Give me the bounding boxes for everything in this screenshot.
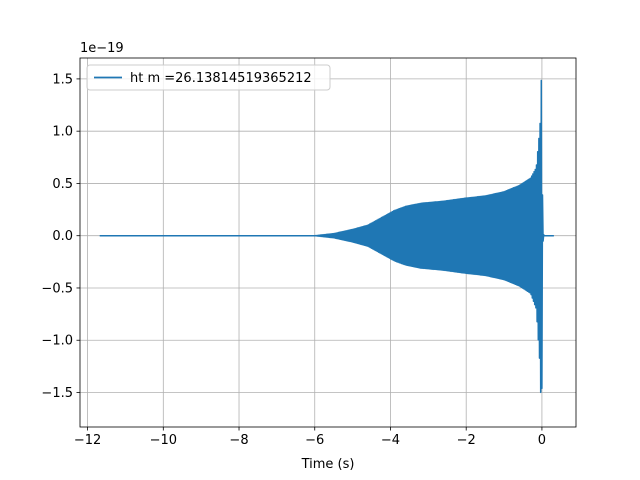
x-tick-label: 0 bbox=[538, 433, 546, 448]
plot-frame bbox=[79, 57, 577, 428]
x-tick-label: −4 bbox=[381, 433, 400, 448]
x-tick-label: −12 bbox=[74, 433, 101, 448]
x-axis-ticks: −12 −10 −8 −6 −4 −2 0 bbox=[74, 427, 546, 448]
x-tick-label: −2 bbox=[457, 433, 476, 448]
x-axis-label: Time (s) bbox=[301, 457, 355, 472]
y-tick-label: 1.0 bbox=[52, 125, 73, 140]
legend: ht m =26.13814519365212 bbox=[86, 64, 331, 91]
legend-label: ht m =26.13814519365212 bbox=[130, 71, 312, 86]
y-tick-label: −0.5 bbox=[41, 281, 73, 296]
x-tick-label: −8 bbox=[229, 433, 248, 448]
series-line bbox=[99, 79, 555, 394]
x-tick-label: −6 bbox=[305, 433, 324, 448]
y-tick-label: 0.0 bbox=[52, 229, 73, 244]
y-tick-label: −1.0 bbox=[41, 334, 73, 349]
legend-box bbox=[86, 64, 331, 91]
series-layer bbox=[99, 79, 555, 394]
y-offset-text: 1e−19 bbox=[80, 41, 124, 56]
y-axis-ticks: −1.5 −1.0 −0.5 0.0 0.5 1.0 1.5 bbox=[41, 72, 80, 401]
y-tick-label: 0.5 bbox=[52, 177, 73, 192]
y-tick-label: −1.5 bbox=[41, 386, 73, 401]
y-tick-label: 1.5 bbox=[52, 72, 73, 87]
x-tick-label: −10 bbox=[150, 433, 177, 448]
